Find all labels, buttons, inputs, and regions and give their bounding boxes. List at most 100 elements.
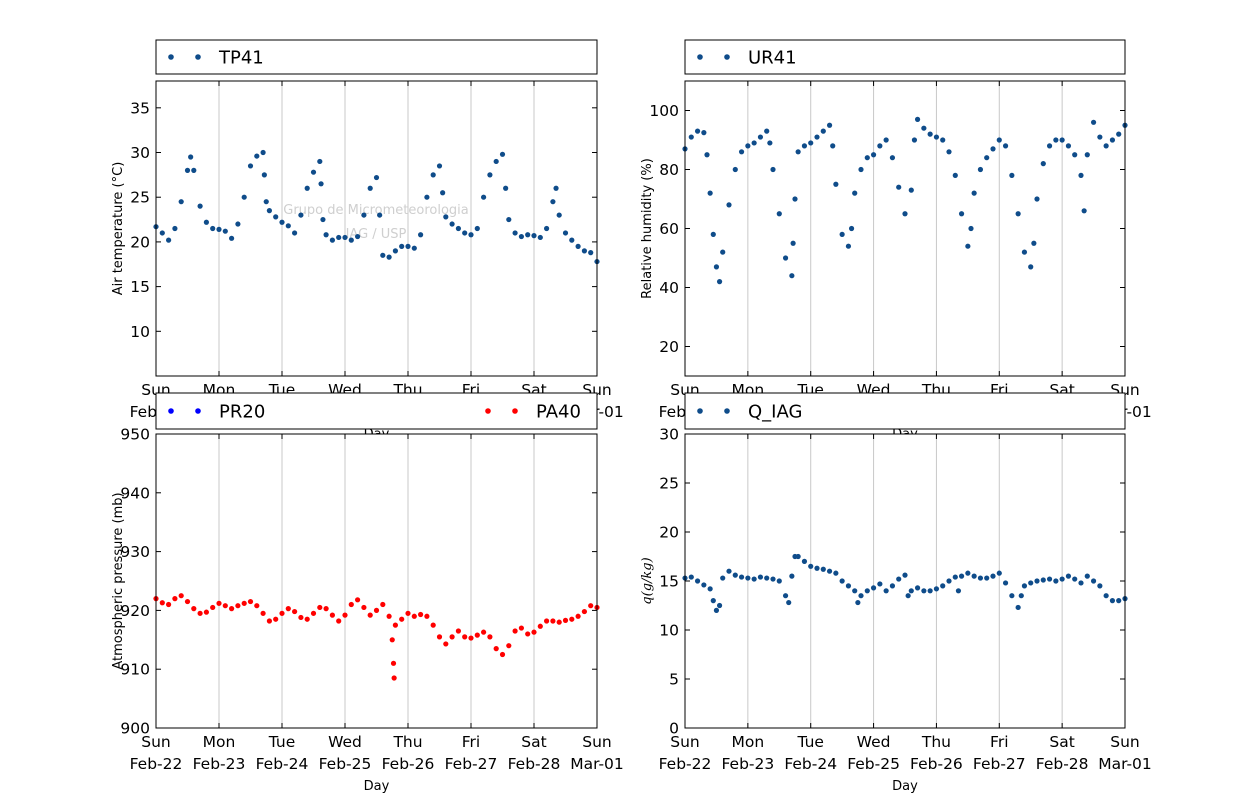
legend-marker: [168, 54, 174, 60]
data-point: [782, 593, 789, 599]
data-point: [801, 143, 808, 149]
data-point: [1090, 578, 1097, 584]
data-point: [550, 199, 556, 205]
data-point: [958, 573, 965, 579]
x-tick-date: Mar-01: [570, 755, 624, 773]
data-point: [911, 137, 918, 143]
data-point: [1078, 580, 1084, 586]
data-point: [188, 154, 194, 160]
data-point: [172, 225, 178, 232]
y-tick-label: 20: [659, 524, 679, 542]
data-point: [955, 588, 962, 594]
y-tick-label: 900: [120, 720, 150, 738]
x-axis-label: Day: [892, 779, 918, 794]
data-point: [830, 143, 836, 149]
data-point: [440, 190, 446, 196]
data-point: [493, 646, 499, 652]
data-point: [940, 137, 946, 143]
x-tick-date: Feb-25: [319, 755, 372, 773]
x-tick-day: Thu: [392, 733, 422, 751]
y-tick-label: 0: [669, 720, 679, 738]
data-point: [896, 576, 902, 582]
data-point: [389, 637, 395, 643]
data-point: [921, 125, 927, 131]
data-point: [298, 614, 304, 621]
data-point: [462, 230, 468, 236]
data-point: [247, 163, 254, 169]
data-point: [751, 576, 757, 582]
data-point: [455, 628, 461, 634]
y-tick-label: 25: [130, 189, 150, 207]
data-point: [883, 588, 889, 594]
data-point: [260, 149, 266, 156]
x-tick-date: Mar-01: [1098, 755, 1152, 773]
x-tick-date: Feb-27: [445, 755, 498, 773]
data-point: [1053, 137, 1059, 143]
data-point: [1021, 583, 1028, 589]
data-point: [184, 167, 191, 173]
x-tick-day: Fri: [990, 733, 1008, 751]
series-PA40: [153, 593, 600, 681]
data-point: [914, 116, 921, 122]
x-tick-date: Feb-23: [721, 755, 774, 773]
legend-marker: [195, 408, 201, 414]
data-point: [864, 155, 870, 161]
data-point: [710, 231, 716, 237]
data-point: [720, 575, 726, 581]
data-point: [424, 194, 430, 200]
legend-box: [155, 39, 598, 75]
data-point: [968, 225, 974, 232]
data-point: [795, 149, 801, 155]
legend-marker: [697, 54, 703, 60]
data-point: [889, 583, 896, 589]
data-point: [518, 625, 525, 631]
data-point: [1040, 577, 1046, 583]
data-point: [191, 606, 197, 612]
data-point: [952, 172, 958, 178]
y-tick-label: 20: [659, 338, 679, 356]
y-tick-label: 940: [120, 484, 150, 502]
data-point: [990, 146, 996, 152]
data-point: [273, 616, 279, 622]
data-point: [512, 628, 518, 634]
data-point: [506, 216, 512, 223]
data-point: [537, 623, 543, 629]
legend-pressure: PR20 PA40: [155, 392, 598, 430]
data-point: [1046, 143, 1053, 149]
data-point: [203, 219, 209, 225]
data-point: [1097, 134, 1103, 140]
y-tick-label: 60: [659, 220, 679, 238]
data-point: [436, 634, 443, 640]
x-tick-day: Tue: [796, 733, 823, 751]
x-tick-date: Feb-22: [130, 755, 183, 773]
data-point: [902, 211, 908, 217]
data-point: [405, 243, 411, 249]
axes-frame: [155, 433, 598, 729]
data-point: [487, 634, 493, 640]
data-point: [1072, 576, 1078, 582]
legend-marker: [168, 408, 174, 414]
data-point: [1009, 593, 1015, 599]
data-point: [767, 140, 773, 146]
data-point: [902, 572, 908, 578]
data-point: [487, 172, 493, 178]
x-tick-day: Mon: [732, 733, 765, 751]
data-point: [751, 140, 757, 146]
data-point: [323, 606, 329, 612]
y-tick-label: 15: [659, 573, 679, 591]
data-point: [556, 619, 562, 625]
y-tick-label: 10: [130, 323, 150, 341]
data-point: [1015, 604, 1021, 611]
data-point: [222, 228, 228, 234]
data-point: [1116, 131, 1122, 137]
data-point: [503, 185, 509, 191]
data-point: [1059, 137, 1065, 143]
data-point: [222, 603, 228, 609]
data-point: [493, 158, 499, 165]
data-point: [1109, 598, 1116, 604]
data-point: [1053, 578, 1059, 584]
data-point: [726, 568, 732, 574]
legend-humidity: UR41: [684, 39, 1126, 75]
data-point: [254, 603, 260, 609]
data-point: [405, 610, 411, 616]
